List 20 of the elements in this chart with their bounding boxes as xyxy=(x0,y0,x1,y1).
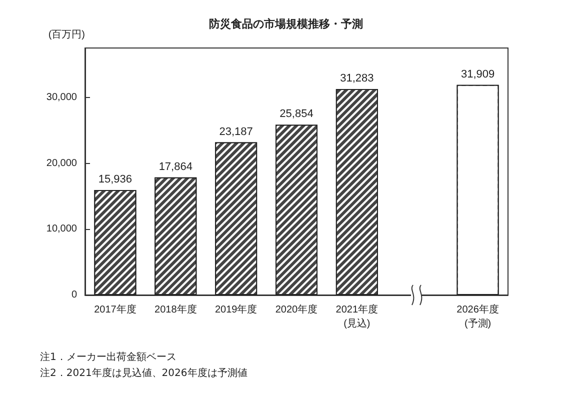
y-tick-label: 20,000 xyxy=(46,158,78,169)
x-tick-label: 2021年度 (見込) xyxy=(336,304,378,330)
data-label: 15,936 xyxy=(98,174,132,186)
y-tick-label: 10,000 xyxy=(46,224,78,235)
x-tick-label: 2020年度 xyxy=(275,304,318,316)
text: 注1．メーカー出荷金額ベース xyxy=(40,350,176,364)
data-label: 31,283 xyxy=(340,72,374,84)
y-axis-title: (百万円) xyxy=(48,30,85,40)
text: 注2．2021年度は見込値、2026年度は予測値 xyxy=(40,366,248,380)
data-label: 17,864 xyxy=(158,160,192,173)
chart-title: 防災食品の市場規模推移・予測 xyxy=(209,18,363,30)
x-tick-label: 2017年度 xyxy=(94,304,136,316)
y-tick-label: 30,000 xyxy=(46,92,78,103)
data-label: 25,854 xyxy=(280,108,314,120)
x-tick-label: 2019年度 xyxy=(214,304,258,316)
data-label: 31,909 xyxy=(460,68,495,80)
y-tick-label: 0 xyxy=(71,290,78,300)
x-tick-label: 2026年度 (予測) xyxy=(456,304,499,330)
data-label: 23,187 xyxy=(219,126,253,138)
x-tick-label: 2018年度 xyxy=(154,304,197,316)
